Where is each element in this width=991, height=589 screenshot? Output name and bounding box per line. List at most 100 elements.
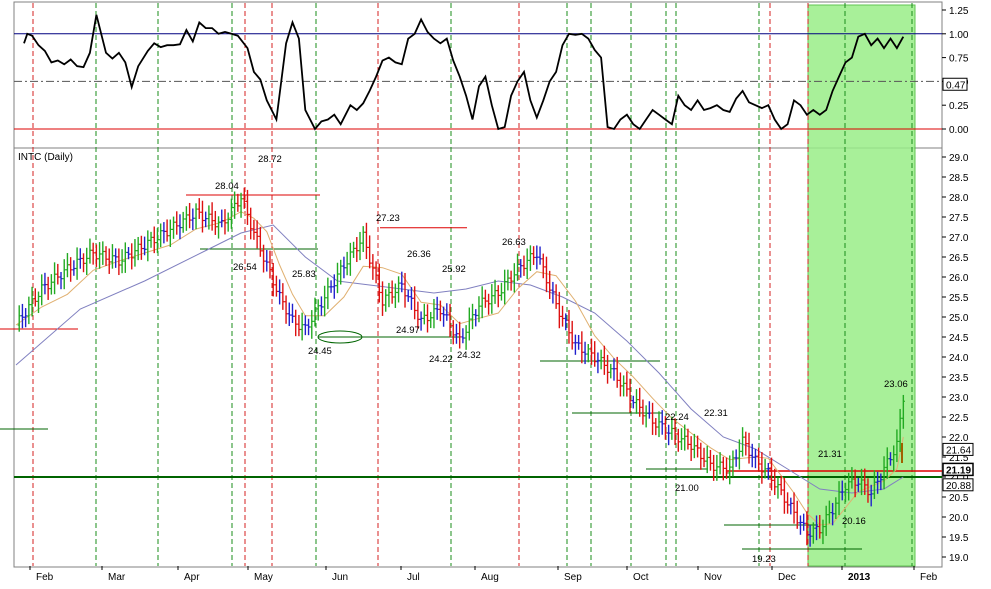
- ohlc-bar: [834, 497, 838, 519]
- ohlc-bar: [284, 295, 288, 324]
- ohlc-bar: [400, 271, 404, 293]
- ohlc-bar: [670, 416, 674, 440]
- ohlc-bar: [644, 405, 648, 428]
- ohlc-bar: [589, 338, 594, 365]
- price-y-tick-label: 20.5: [949, 493, 969, 504]
- price-label: 27.23: [376, 213, 400, 224]
- ohlc-bar: [477, 296, 481, 323]
- ohlc-bar: [557, 291, 561, 329]
- ohlc-bar: [737, 439, 741, 470]
- ohlc-bar: [824, 505, 828, 536]
- ohlc-bar: [181, 211, 185, 233]
- right-value-label: 21.19: [946, 465, 971, 476]
- ohlc-bar: [892, 445, 896, 472]
- price-label: 26.36: [407, 249, 431, 260]
- ohlc-bar: [380, 281, 385, 316]
- ohlc-bar: [268, 250, 272, 279]
- ohlc-bar: [162, 222, 166, 244]
- ohlc-bar: [168, 219, 172, 248]
- ohlc-bar: [332, 274, 336, 299]
- ohlc-bar: [622, 375, 626, 397]
- x-tick-label: May: [254, 572, 273, 583]
- ohlc-bar: [773, 468, 777, 496]
- price-label: 26.54: [233, 262, 257, 273]
- ohlc-bar: [535, 245, 539, 270]
- ohlc-bar: [837, 481, 841, 516]
- ohlc-bar: [191, 208, 195, 231]
- chart-frame: [13, 1, 943, 568]
- ohlc-bar: [101, 241, 105, 265]
- ohlc-bar: [274, 275, 279, 297]
- ohlc-bar: [441, 306, 446, 327]
- ohlc-bar: [188, 202, 192, 229]
- ohlc-bar: [49, 274, 53, 295]
- ohlc-bar: [779, 475, 783, 496]
- ohlc-bar: [233, 191, 237, 219]
- price-labels: 28.04 28.72 26.54 27.23 25.83 26.36 25.92 26.63…: [215, 154, 908, 565]
- osc-last-value: 0.47: [946, 80, 966, 91]
- ohlc-bar: [692, 433, 696, 459]
- ohlc-bar: [795, 500, 799, 529]
- ohlc-bar: [335, 262, 340, 294]
- ohlc-bar: [24, 308, 28, 328]
- ohlc-bar: [393, 283, 397, 308]
- price-label: 19.23: [752, 554, 776, 565]
- ohlc-bar: [220, 209, 224, 228]
- ohlc-bar: [683, 424, 687, 451]
- ohlc-bar: [371, 254, 375, 280]
- ohlc-bar: [351, 241, 356, 258]
- price-y-tick-label: 29.0: [949, 153, 969, 164]
- x-tick-label: Jul: [407, 572, 420, 583]
- ohlc-bar: [679, 428, 684, 450]
- ohlc-bar: [602, 345, 606, 375]
- ohlc-bar: [882, 456, 886, 490]
- ohlc-bar: [316, 299, 320, 321]
- ohlc-bar: [409, 287, 414, 310]
- ohlc-bar: [175, 211, 179, 235]
- ohlc-bar: [859, 468, 864, 496]
- chart-title: INTC (Daily): [18, 152, 73, 163]
- ohlc-bar: [499, 282, 504, 301]
- osc-y-tick-label: 0.00: [949, 125, 969, 136]
- ohlc-bar: [490, 284, 494, 314]
- ohlc-bar: [593, 341, 597, 367]
- price-label: 24.45: [308, 346, 332, 357]
- ohlc-bar: [528, 245, 532, 271]
- right-value-box: [942, 442, 974, 456]
- oscillator-panel: [14, 14, 942, 131]
- ohlc-bar: [544, 256, 549, 293]
- ohlc-bar: [390, 280, 394, 304]
- ohlc-bar: [226, 212, 230, 232]
- x-tick-label: Aug: [481, 572, 499, 583]
- ohlc-bar: [901, 394, 905, 429]
- cycle-lines: [32, 3, 913, 566]
- ohlc-bar: [567, 309, 571, 344]
- ohlc-bar: [27, 296, 31, 325]
- ohlc-bar: [374, 261, 378, 284]
- ohlc-bar: [596, 352, 600, 374]
- ohlc-bar: [88, 238, 92, 264]
- ohlc-bar: [56, 263, 60, 285]
- low-ellipse: [317, 330, 363, 344]
- price-y-tick-label: 25.5: [949, 293, 969, 304]
- ohlc-bar: [512, 263, 516, 293]
- ohlc-bar: [355, 237, 359, 263]
- ohlc-bar: [242, 187, 246, 209]
- x-tick-label: Mar: [108, 572, 126, 583]
- ohlc-bar: [197, 198, 201, 219]
- ohlc-bar: [207, 205, 211, 230]
- ohlc-bar: [734, 449, 738, 467]
- ohlc-bar: [223, 209, 227, 235]
- ohlc-bar: [705, 445, 709, 474]
- ohlc-bar: [856, 478, 860, 492]
- ohlc-bar: [178, 214, 182, 240]
- price-label: 24.22: [429, 354, 453, 365]
- osc-y-tick-label: 1.00: [949, 30, 969, 41]
- ohlc-bar: [522, 255, 526, 276]
- ohlc-bar: [853, 469, 857, 498]
- ohlc-bar: [52, 262, 57, 295]
- ohlc-bar: [165, 219, 169, 242]
- ohlc-bar: [342, 256, 346, 279]
- price-label: 22.24: [665, 412, 689, 423]
- ohlc-bar: [744, 431, 748, 456]
